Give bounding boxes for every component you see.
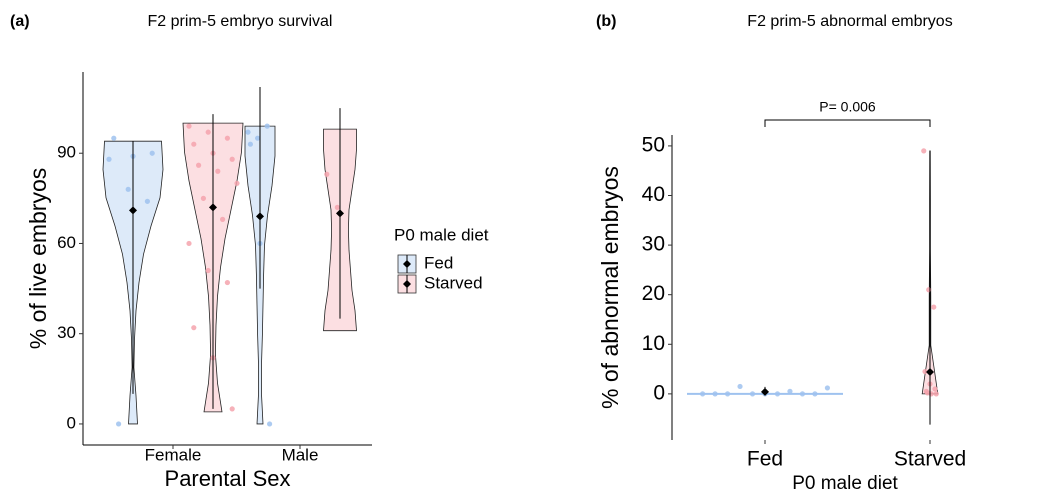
legend-key-diamond — [403, 280, 411, 288]
data-point — [106, 156, 112, 162]
mean-marker — [336, 209, 344, 218]
data-point — [205, 267, 211, 274]
x-tick-label: Fed — [747, 448, 783, 471]
y-axis-label: % of abnormal embryos — [597, 166, 623, 409]
data-point — [224, 135, 230, 141]
data-point — [334, 204, 340, 210]
data-point — [749, 391, 756, 397]
x-tick-label: Starved — [894, 448, 966, 471]
data-point — [774, 391, 781, 397]
y-tick-label: 30 — [642, 233, 665, 256]
mean-marker — [926, 368, 934, 377]
data-point — [700, 391, 706, 397]
data-point — [712, 391, 718, 397]
data-point — [215, 168, 221, 174]
data-point — [933, 391, 939, 397]
data-point — [224, 279, 230, 286]
panel-label: (b) — [596, 13, 616, 30]
data-point — [220, 216, 226, 222]
legend-label: Starved — [424, 273, 483, 292]
data-point — [186, 123, 192, 129]
data-point — [186, 240, 192, 247]
data-point — [799, 391, 806, 397]
data-point — [255, 135, 261, 141]
y-axis-label: % of live embryos — [25, 168, 51, 350]
data-point — [921, 148, 927, 154]
data-point — [205, 129, 211, 135]
y-tick-label: 90 — [57, 143, 76, 162]
y-tick-label: 50 — [642, 133, 665, 156]
data-point — [149, 150, 155, 156]
y-tick-label: 0 — [653, 381, 665, 404]
x-axis-label: Parental Sex — [165, 466, 291, 491]
chart-title: F2 prim-5 embryo survival — [148, 13, 333, 30]
data-point — [229, 156, 235, 162]
data-point — [922, 368, 928, 375]
data-point — [737, 383, 743, 390]
data-point — [144, 198, 150, 204]
data-point — [924, 390, 931, 396]
data-point — [812, 391, 818, 397]
data-point — [931, 304, 937, 310]
legend-key-diamond — [403, 260, 411, 268]
y-tick-label: 10 — [642, 332, 665, 355]
data-point — [264, 123, 270, 129]
data-point — [324, 171, 330, 177]
mean-marker — [129, 206, 137, 215]
y-tick-label: 40 — [642, 183, 665, 206]
data-point — [229, 406, 235, 412]
data-point — [932, 386, 938, 392]
y-tick-label: 20 — [642, 282, 665, 305]
significance-bracket — [764, 119, 931, 127]
data-point — [234, 180, 240, 186]
x-tick-label: Female — [145, 445, 202, 464]
mean-marker — [209, 203, 217, 212]
data-point — [926, 287, 932, 293]
data-point — [125, 186, 131, 192]
data-point — [191, 325, 197, 331]
data-point — [191, 141, 197, 147]
p-value: P= 0.006 — [819, 99, 876, 115]
chart-title: F2 prim-5 abnormal embryos — [747, 13, 952, 30]
data-point — [787, 388, 793, 394]
panel-label: (a) — [10, 13, 30, 30]
data-point — [116, 421, 122, 427]
data-point — [111, 135, 117, 141]
data-point — [247, 141, 253, 147]
mean-marker — [256, 212, 264, 221]
x-tick-label: Male — [282, 445, 319, 464]
mean-marker — [761, 387, 769, 396]
data-point — [824, 385, 831, 391]
y-tick-label: 0 — [67, 413, 76, 432]
data-point — [196, 162, 202, 168]
y-tick-label: 60 — [57, 233, 76, 252]
data-point — [245, 129, 251, 135]
x-axis-label: P0 male diet — [792, 473, 898, 493]
data-point — [200, 195, 206, 201]
data-point — [724, 391, 731, 397]
legend-label: Fed — [424, 253, 453, 272]
legend-title: P0 male diet — [394, 225, 489, 244]
data-point — [267, 421, 273, 427]
y-tick-label: 30 — [57, 323, 76, 342]
